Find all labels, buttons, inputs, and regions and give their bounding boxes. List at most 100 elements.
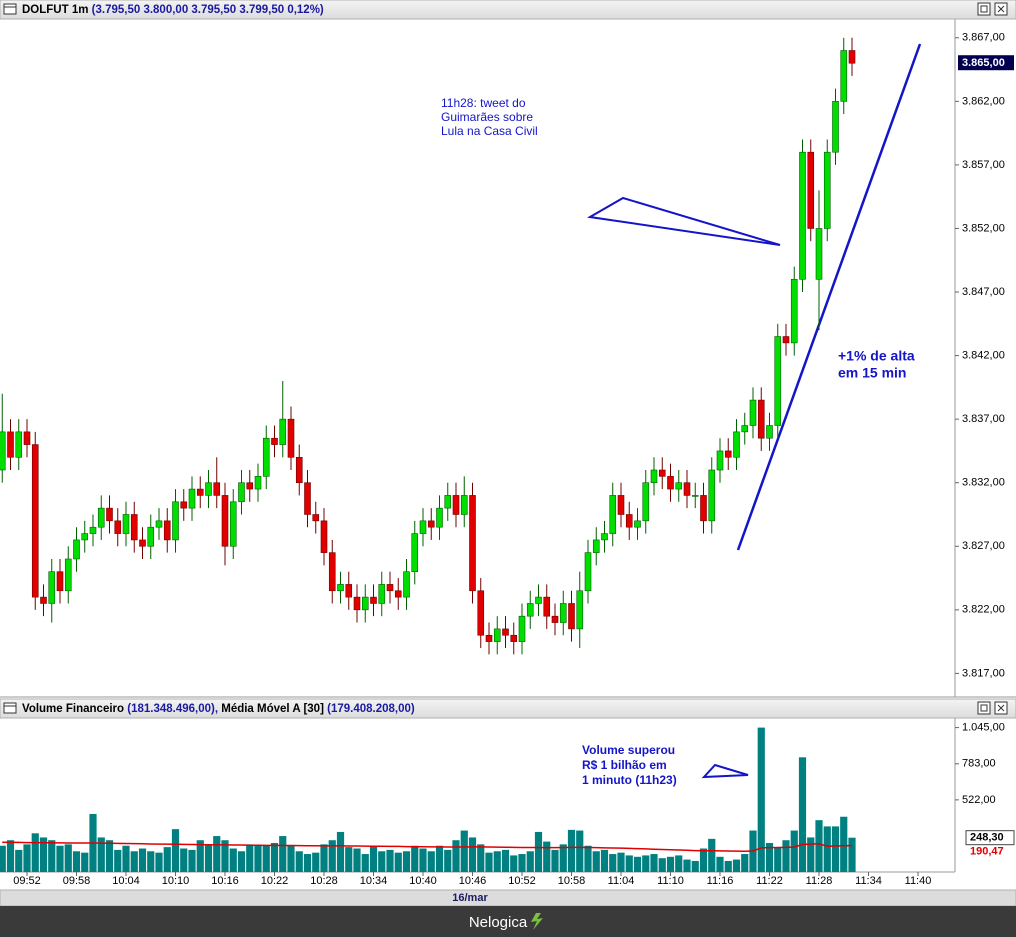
volume-bar bbox=[419, 848, 427, 872]
volume-bar bbox=[204, 844, 213, 872]
volume-bar bbox=[279, 836, 287, 872]
volume-bar bbox=[798, 757, 807, 872]
price-header bbox=[0, 0, 1016, 20]
annotation: 1 minuto (11h23) bbox=[582, 773, 677, 787]
volume-bar bbox=[353, 848, 361, 872]
volume-bar bbox=[831, 826, 840, 872]
candle-body-up bbox=[840, 50, 848, 102]
candle-body-down bbox=[394, 590, 402, 598]
candle-body-down bbox=[7, 431, 14, 458]
x-tick-label: 11:10 bbox=[657, 875, 684, 887]
window-buttons bbox=[977, 2, 1008, 16]
candle-body-down bbox=[221, 495, 229, 547]
x-tick-label: 10:58 bbox=[558, 875, 586, 887]
legend-label: Média Móvel A [30] bbox=[221, 703, 324, 715]
panel-icon[interactable] bbox=[3, 3, 17, 15]
volume-bar bbox=[633, 856, 642, 872]
annotation: Lula na Casa Civil bbox=[441, 124, 538, 138]
volume-bar bbox=[840, 816, 848, 872]
candle-body-up bbox=[832, 101, 839, 153]
x-tick-label: 10:04 bbox=[112, 875, 140, 887]
volume-bar bbox=[122, 845, 130, 872]
y-tick-label: 3.817,00 bbox=[962, 667, 1005, 679]
candle-body-down bbox=[312, 514, 320, 522]
volume-bar bbox=[625, 855, 633, 872]
volume-bar bbox=[369, 845, 378, 872]
candle-body-down bbox=[551, 615, 559, 623]
y-tick-label: 3.857,00 bbox=[962, 159, 1005, 171]
volume-bar bbox=[72, 851, 81, 872]
x-tick-label: 09:52 bbox=[13, 875, 41, 887]
candle-body-up bbox=[675, 482, 683, 490]
candle-body-up bbox=[559, 603, 567, 623]
volume-bar bbox=[188, 849, 196, 872]
volume-bar bbox=[229, 848, 237, 872]
price-header-text: DOLFUT 1m (3.795,50 3.800,00 3.795,50 3.… bbox=[22, 4, 324, 16]
x-tick-label: 11:22 bbox=[756, 875, 783, 887]
volume-bar bbox=[848, 837, 856, 872]
volume-bar bbox=[600, 849, 609, 872]
candle-body-down bbox=[328, 552, 336, 592]
candle-body-down bbox=[469, 495, 476, 592]
volume-bar bbox=[815, 820, 823, 872]
volume-bar bbox=[6, 840, 15, 872]
candle-body-down bbox=[427, 520, 435, 528]
candle-body-up bbox=[15, 431, 23, 458]
panel-icon[interactable] bbox=[3, 702, 17, 714]
volume-bar bbox=[81, 852, 89, 872]
minimize-button[interactable] bbox=[977, 701, 991, 715]
volume-bar bbox=[254, 845, 262, 872]
volume-bar bbox=[196, 840, 204, 872]
candle-body-up bbox=[436, 507, 443, 528]
volume-bar bbox=[435, 845, 444, 872]
candle-body-down bbox=[700, 495, 707, 522]
footer-brand: Nelogica bbox=[469, 914, 528, 931]
candle-body-up bbox=[609, 495, 617, 534]
volume-bar bbox=[551, 849, 559, 872]
volume-value-label: 248,30 bbox=[970, 832, 1004, 844]
candle-body-down bbox=[114, 520, 122, 534]
volume-bar bbox=[378, 851, 386, 872]
candle-body-up bbox=[147, 526, 155, 547]
volume-bar bbox=[782, 840, 790, 872]
candle-body-up bbox=[361, 596, 369, 611]
candle-body-up bbox=[691, 495, 699, 497]
candle-body-up bbox=[403, 571, 410, 598]
candle-body-up bbox=[378, 584, 386, 604]
candle-body-up bbox=[97, 507, 105, 528]
volume-bar bbox=[171, 829, 180, 872]
candle-body-down bbox=[31, 444, 39, 598]
volume-bar bbox=[477, 844, 485, 872]
x-tick-label: 10:16 bbox=[211, 875, 239, 887]
volume-bar bbox=[559, 844, 567, 872]
volume-bar bbox=[534, 831, 543, 872]
candle-body-up bbox=[518, 615, 526, 642]
candle-body-up bbox=[592, 539, 600, 553]
candle-body-down bbox=[782, 336, 790, 344]
x-tick-label: 11:28 bbox=[806, 875, 833, 887]
volume-bar bbox=[658, 858, 666, 872]
candle-body-up bbox=[749, 399, 757, 426]
candle-body-down bbox=[658, 469, 666, 477]
annotation-trend-line bbox=[736, 43, 922, 551]
volume-bar bbox=[823, 826, 831, 872]
volume-bar bbox=[130, 851, 138, 872]
volume-bar bbox=[97, 837, 105, 872]
volume-bar bbox=[675, 855, 683, 872]
candle-body-up bbox=[337, 584, 344, 592]
annotation-arrow bbox=[701, 763, 749, 779]
legend-value: (181.348.496,00), bbox=[127, 703, 218, 715]
minimize-button[interactable] bbox=[977, 2, 991, 16]
footer bbox=[0, 906, 1016, 937]
volume-bar bbox=[270, 842, 279, 872]
candle-body-down bbox=[477, 590, 485, 636]
volume-bar bbox=[237, 851, 246, 872]
y-tick-label: 3.832,00 bbox=[962, 477, 1005, 489]
x-tick-label: 10:40 bbox=[409, 875, 437, 887]
x-tick-label: 10:46 bbox=[459, 875, 487, 887]
volume-bar bbox=[493, 851, 501, 872]
candle-body-down bbox=[625, 514, 633, 528]
volume-bar bbox=[683, 859, 691, 872]
candle-body-down bbox=[353, 596, 361, 611]
volume-header bbox=[0, 698, 1016, 719]
